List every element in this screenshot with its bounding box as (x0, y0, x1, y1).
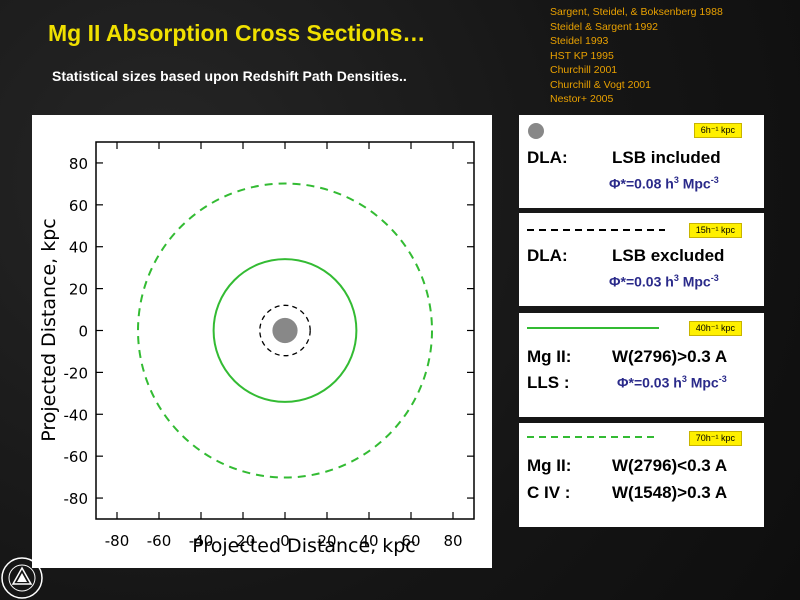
box-label: LLS : (527, 373, 570, 392)
y-tick-label: -80 (64, 490, 89, 508)
box-label: C IV : (527, 483, 571, 502)
plot-svg: -80 -60 -40 -20 0 20 40 60 80806040200-20-40-60-… (38, 141, 475, 557)
page-subtitle: Statistical sizes based upon Redshift Pa… (52, 68, 407, 84)
reference-item: Steidel & Sargent 1992 (550, 20, 658, 33)
y-tick-label: 40 (69, 239, 88, 257)
reference-item: Sargent, Steidel, & Boksenberg 1988 (550, 6, 723, 18)
x-tick-label: 40 (359, 532, 378, 550)
x-axis-label: Projected Distance, kpc (192, 535, 415, 557)
reference-item: Nestor+ 2005 (550, 93, 614, 105)
circles-layer (137, 182, 433, 479)
box-value: W(2796)<0.3 A (612, 456, 728, 475)
x-tick-label: -20 (231, 532, 256, 550)
dla-lsb-included-disk (272, 317, 298, 344)
tick-labels: -80 -60 -40 -20 0 20 40 60 80806040200-20-40-60-… (64, 155, 463, 550)
mgii-weak-circle (137, 182, 433, 479)
y-tick-label: 0 (78, 323, 88, 341)
y-tick-label: -40 (64, 406, 89, 424)
box-label: Mg II: (527, 456, 572, 475)
reference-item: Steidel 1993 (550, 35, 609, 47)
x-tick-label: 60 (401, 532, 420, 550)
y-tick-label: 60 (69, 197, 88, 215)
x-tick-label: -40 (189, 532, 214, 550)
mgii-strong-circle (212, 258, 358, 403)
box-value: LSB excluded (612, 246, 725, 265)
box-value: W(2796)>0.3 A (612, 347, 728, 366)
legend-box-dla-lsb-excluded: 15h⁻¹ kpc DLA: LSB excluded Φ*=0.03 h3 M… (519, 213, 764, 306)
y-tick-label: -20 (64, 364, 89, 382)
reference-item: Churchill & Vogt 2001 (550, 78, 651, 91)
box-value: W(1548)>0.3 A (612, 483, 728, 502)
box-value: LSB included (612, 148, 721, 167)
filled-disk-swatch (528, 123, 544, 139)
size-tag: 40h⁻¹ kpc (688, 321, 742, 336)
y-tick-label: 80 (69, 155, 88, 173)
box-label: Mg II: (527, 347, 572, 366)
x-tick-label: 80 (443, 532, 462, 550)
size-tag: 6h⁻¹ kpc (693, 123, 742, 138)
university-seal-logo (1, 557, 43, 599)
dla-lsb-excluded-circle (259, 304, 311, 357)
reference-item: HST KP 1995 (550, 49, 614, 62)
x-tick-label: -60 (147, 532, 172, 550)
box-label: DLA: (527, 246, 568, 265)
reference-item: Churchill 2001 (550, 64, 618, 76)
page-title: Mg II Absorption Cross Sections… (48, 20, 426, 46)
legend-box-mgii-weak: 70h⁻¹ kpc Mg II: W(2796)<0.3 A C IV : W(… (519, 423, 764, 527)
y-axis-label: Projected Distance, kpc (38, 218, 60, 441)
cross-section-plot: -80 -60 -40 -20 0 20 40 60 80 80 60 40 20 0 -20 -40 -60-… (32, 115, 492, 568)
box-label: DLA: (527, 148, 568, 167)
size-tag: 15h⁻¹ kpc (688, 223, 742, 238)
y-tick-label: -60 (64, 448, 89, 466)
phi-density: Φ*=0.03 h3 Mpc-3 (617, 374, 727, 391)
legend-box-mgii-strong: 40h⁻¹ kpc Mg II: W(2796)>0.3 A LLS : Φ*=… (519, 313, 764, 417)
x-tick-label: -80 (105, 532, 130, 550)
reference-list: Sargent, Steidel, & Boksenberg 1988 Stei… (550, 5, 723, 107)
phi-density: Φ*=0.03 h3 Mpc-3 (609, 273, 719, 290)
size-tag: 70h⁻¹ kpc (688, 431, 742, 446)
y-tick-label: 20 (69, 281, 88, 299)
phi-density: Φ*=0.08 h3 Mpc-3 (609, 175, 719, 192)
legend-box-dla-lsb-included: 6h⁻¹ kpc DLA: LSB included Φ*=0.08 h3 Mp… (519, 115, 764, 208)
x-tick-label: 0 (280, 532, 290, 550)
tick-marks (96, 142, 474, 519)
x-tick-label: 20 (317, 532, 336, 550)
